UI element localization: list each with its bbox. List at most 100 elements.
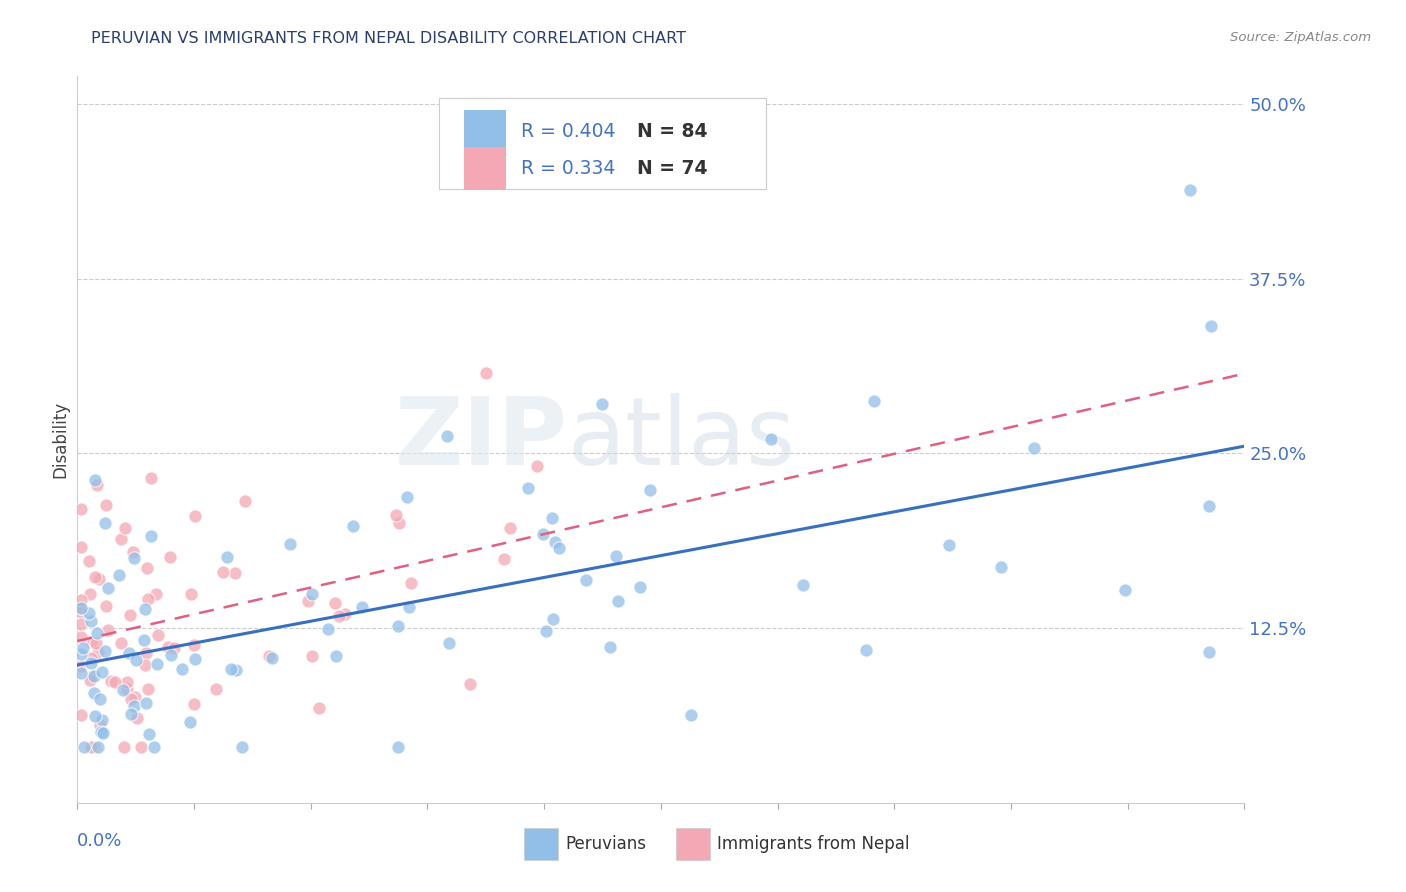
Point (118, 646, 141, 660)
Point (104, 674, 127, 689)
Point (301, 587, 323, 601)
Point (80, 656, 103, 670)
Point (139, 529, 162, 543)
Point (388, 516, 411, 530)
Point (143, 739, 166, 754)
Point (548, 541, 571, 556)
Point (605, 549, 627, 563)
Point (262, 650, 284, 665)
Point (97, 582, 120, 596)
Text: N = 84: N = 84 (637, 122, 709, 141)
Point (87, 572, 110, 586)
Point (1198, 645, 1220, 659)
Point (110, 532, 132, 546)
Point (297, 594, 319, 608)
Point (148, 627, 170, 641)
Point (233, 494, 256, 508)
Point (108, 567, 131, 582)
Point (136, 561, 159, 575)
Point (540, 511, 562, 525)
Point (323, 596, 346, 610)
Point (79, 606, 101, 620)
Text: Source: ZipAtlas.com: Source: ZipAtlas.com (1230, 31, 1371, 45)
Point (110, 636, 132, 650)
FancyBboxPatch shape (524, 829, 558, 860)
Point (70, 666, 93, 681)
Point (80, 651, 103, 665)
Point (205, 682, 228, 697)
Point (257, 648, 280, 663)
Point (638, 483, 661, 497)
Point (792, 578, 814, 592)
Point (79, 673, 101, 688)
Point (387, 739, 409, 754)
Point (72, 641, 94, 656)
Point (114, 521, 136, 535)
Point (301, 648, 323, 663)
Point (1022, 441, 1045, 455)
Point (77, 554, 100, 568)
Point (120, 608, 142, 623)
Point (179, 714, 201, 729)
Point (541, 612, 564, 626)
Point (225, 663, 247, 677)
FancyBboxPatch shape (676, 829, 710, 860)
Text: Immigrants from Nepal: Immigrants from Nepal (717, 835, 910, 854)
Point (124, 690, 146, 704)
Point (84, 635, 107, 649)
Point (134, 632, 156, 647)
Point (163, 640, 186, 655)
Text: N = 74: N = 74 (637, 159, 709, 178)
Point (221, 662, 243, 676)
Point (134, 602, 156, 616)
Point (100, 673, 122, 688)
Point (517, 482, 540, 496)
Point (84, 570, 107, 584)
Point (94, 599, 117, 614)
Point (499, 521, 522, 535)
Point (90, 725, 112, 739)
Point (526, 459, 548, 474)
Point (325, 649, 347, 664)
Point (855, 642, 877, 657)
Point (70, 659, 93, 673)
Point (115, 681, 138, 696)
Point (90, 665, 112, 679)
Text: ZIP: ZIP (395, 393, 568, 485)
Point (131, 739, 153, 754)
Point (120, 707, 142, 722)
Point (135, 696, 157, 710)
Point (160, 648, 183, 663)
Text: R = 0.404: R = 0.404 (520, 122, 616, 141)
Point (159, 549, 181, 564)
Point (89, 717, 111, 731)
Point (145, 587, 167, 601)
Point (333, 607, 356, 621)
Point (97, 623, 120, 637)
Point (183, 697, 205, 711)
Point (136, 592, 159, 607)
Point (231, 739, 253, 754)
Point (1198, 499, 1220, 513)
Point (87, 645, 110, 659)
Point (93, 726, 115, 740)
Point (127, 711, 149, 725)
Point (385, 508, 408, 523)
Point (157, 640, 180, 654)
Point (84, 708, 107, 723)
Point (70, 647, 93, 661)
Point (224, 566, 246, 581)
Point (136, 682, 159, 697)
FancyBboxPatch shape (464, 146, 506, 190)
Point (399, 576, 422, 591)
Point (215, 550, 238, 565)
Point (82, 669, 104, 683)
Point (607, 594, 630, 608)
Point (342, 519, 364, 533)
Point (86, 477, 108, 491)
Point (70, 617, 93, 632)
Point (70, 593, 93, 607)
Point (138, 727, 160, 741)
Point (70, 502, 93, 516)
Point (938, 538, 960, 552)
